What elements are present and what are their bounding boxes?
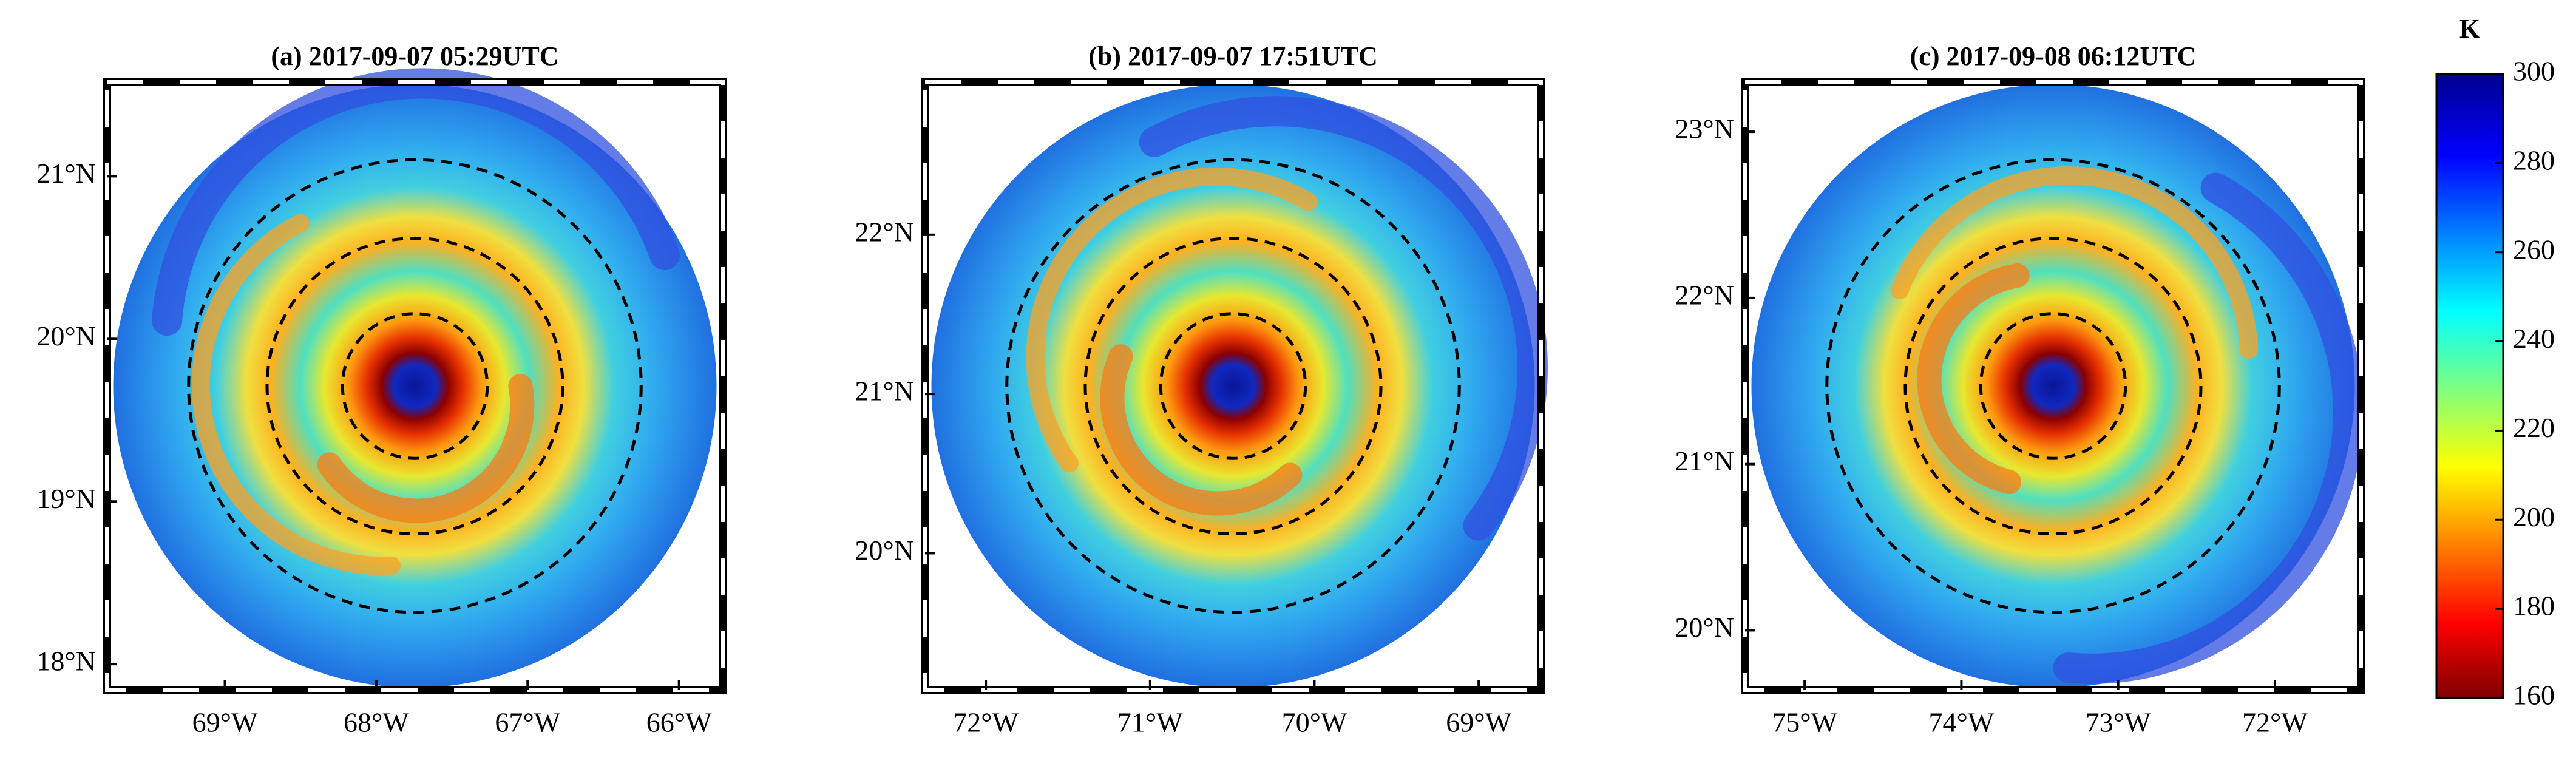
- x-tick-label: 71°W: [1117, 707, 1183, 738]
- range-ring: [1159, 312, 1307, 460]
- rain-band: [1100, 344, 1303, 516]
- colorbar-tick-label: 160: [2513, 680, 2555, 711]
- y-tick-label: 18°N: [36, 646, 96, 677]
- colorbar-tick-label: 240: [2513, 323, 2555, 354]
- rain-band: [1917, 263, 2030, 495]
- x-tick-label: 66°W: [646, 707, 712, 738]
- y-tick-label: 21°N: [36, 158, 96, 189]
- y-tick-label: 23°N: [1675, 113, 1734, 144]
- x-tick-label: 69°W: [192, 707, 258, 738]
- x-tick-label: 68°W: [344, 707, 409, 738]
- y-tick-label: 21°N: [1675, 445, 1734, 476]
- colorbar-tick-label: 220: [2513, 412, 2555, 443]
- map-panel: (c) 2017-09-08 06:12UTC 75°W 74°W 73°W 72°W 2…: [1675, 41, 2365, 738]
- y-tick-label: 21°N: [855, 376, 914, 407]
- map-panel: (b) 2017-09-07 17:51UTC 72°W 71°W 70°W 69°W 2…: [855, 41, 1548, 738]
- colorbar-scale: [2435, 73, 2504, 699]
- x-tick-label: 74°W: [1929, 707, 1995, 738]
- range-ring: [341, 312, 489, 460]
- y-tick-label: 20°N: [1675, 612, 1734, 643]
- map-panel: (a) 2017-09-07 05:29UTC 69°W 68°W 67°W 66°W 1…: [36, 41, 727, 738]
- rain-band: [1890, 166, 2259, 359]
- y-tick-label: 20°N: [36, 320, 96, 351]
- x-tick-label: 72°W: [2242, 707, 2308, 738]
- range-ring: [265, 236, 564, 536]
- brightness-temperature-image: [113, 84, 717, 688]
- panels: (a) 2017-09-07 05:29UTC 69°W 68°W 67°W 66°W 1…: [36, 41, 2365, 738]
- rain-band: [191, 214, 401, 575]
- colorbar-label: K: [2459, 14, 2480, 44]
- y-tick-label: 20°N: [855, 535, 914, 566]
- colorbar-tick-label: 300: [2513, 56, 2555, 87]
- colorbar-tick-label: 180: [2513, 591, 2555, 622]
- rain-band: [1139, 96, 1548, 541]
- rain-band: [2053, 172, 2364, 684]
- range-ring: [1005, 158, 1461, 614]
- panel-title: (c) 2017-09-08 06:12UTC: [1910, 41, 2197, 71]
- range-ring: [187, 158, 643, 614]
- x-tick-label: 73°W: [2086, 707, 2151, 738]
- x-tick-label: 69°W: [1446, 707, 1511, 738]
- x-tick-label: 67°W: [495, 707, 560, 738]
- y-tick-label: 22°N: [855, 216, 914, 247]
- range-ring: [1825, 158, 2281, 614]
- range-ring: [1979, 312, 2127, 460]
- panel-title: (b) 2017-09-07 17:51UTC: [1088, 41, 1378, 71]
- range-ring: [1903, 236, 2203, 536]
- rain-band: [1026, 167, 1318, 473]
- colorbar-tick-label: 200: [2513, 501, 2555, 532]
- colorbar-tick-label: 260: [2513, 234, 2555, 265]
- range-ring: [1083, 236, 1383, 536]
- x-tick-label: 70°W: [1282, 707, 1347, 738]
- x-tick-label: 75°W: [1772, 707, 1837, 738]
- map-frame-pattern: [923, 80, 1543, 692]
- y-tick-label: 19°N: [36, 483, 96, 514]
- y-tick-label: 22°N: [1675, 279, 1734, 310]
- panel-title: (a) 2017-09-07 05:29UTC: [271, 41, 558, 71]
- colorbar-tick-label: 280: [2513, 144, 2555, 175]
- x-tick-label: 72°W: [953, 707, 1019, 738]
- rain-band: [317, 374, 535, 523]
- colorbar: K 160 180 200 220 240 260 280 300: [2435, 14, 2555, 711]
- map-frame-pattern: [1743, 80, 2363, 692]
- map-frame-pattern: [105, 80, 725, 692]
